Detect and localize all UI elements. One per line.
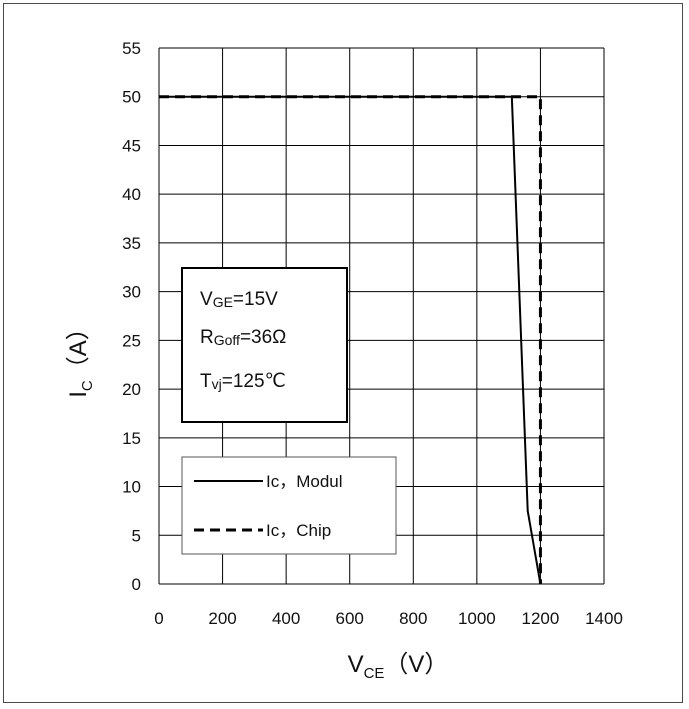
series-layer — [159, 95, 542, 585]
x-tick-label: 0 — [154, 609, 163, 628]
legend: Ic，Modul Ic，Chip — [181, 456, 397, 555]
legend-label-modul: Ic，Modul — [266, 472, 343, 491]
y-tick-label: 40 — [122, 185, 141, 204]
x-tick-label: 1000 — [458, 609, 496, 628]
x-tick-label: 800 — [399, 609, 427, 628]
y-axis-title: IC（A） — [65, 316, 96, 398]
y-tick-label: 0 — [132, 575, 141, 594]
x-axis-title-sub: CE — [364, 665, 385, 682]
y-axis-title-sub: C — [79, 380, 96, 391]
tick-labels: 0 200 400 600 800 1000 1200 1400 0 5 10 15 20 25 30 35 4… — [122, 39, 623, 628]
series-line-chip — [159, 95, 542, 584]
y-tick-label: 30 — [122, 283, 141, 302]
y-axis-title-main: I — [65, 391, 92, 398]
x-axis-title: VCE（V） — [348, 651, 449, 682]
conditions-box-border — [181, 267, 348, 423]
x-tick-label: 400 — [272, 609, 300, 628]
x-tick-label: 200 — [208, 609, 236, 628]
y-tick-label: 15 — [122, 429, 141, 448]
legend-label-chip: Ic，Chip — [266, 521, 331, 540]
x-axis-title-main: V — [348, 651, 364, 678]
x-tick-label: 1200 — [522, 609, 560, 628]
y-tick-label: 10 — [122, 478, 141, 497]
y-tick-label: 45 — [122, 136, 141, 155]
y-tick-label: 5 — [132, 526, 141, 545]
x-axis-title-unit: （V） — [384, 651, 448, 678]
y-axis-title-unit: （A） — [65, 316, 92, 380]
y-tick-label: 55 — [122, 39, 141, 58]
x-tick-label: 600 — [336, 609, 364, 628]
y-tick-label: 35 — [122, 234, 141, 253]
condition-tvj: Tvj=125℃ — [200, 371, 286, 392]
x-tick-label: 1400 — [585, 609, 623, 628]
legend-border — [181, 456, 397, 555]
y-tick-label: 25 — [122, 331, 141, 350]
condition-rgoff: RGoff=36Ω — [200, 327, 286, 348]
y-tick-label: 50 — [122, 88, 141, 107]
condition-vge: VGE=15V — [200, 289, 278, 310]
conditions-box: VGE=15V RGoff=36Ω Tvj=125℃ — [181, 267, 348, 423]
y-tick-label: 20 — [122, 380, 141, 399]
